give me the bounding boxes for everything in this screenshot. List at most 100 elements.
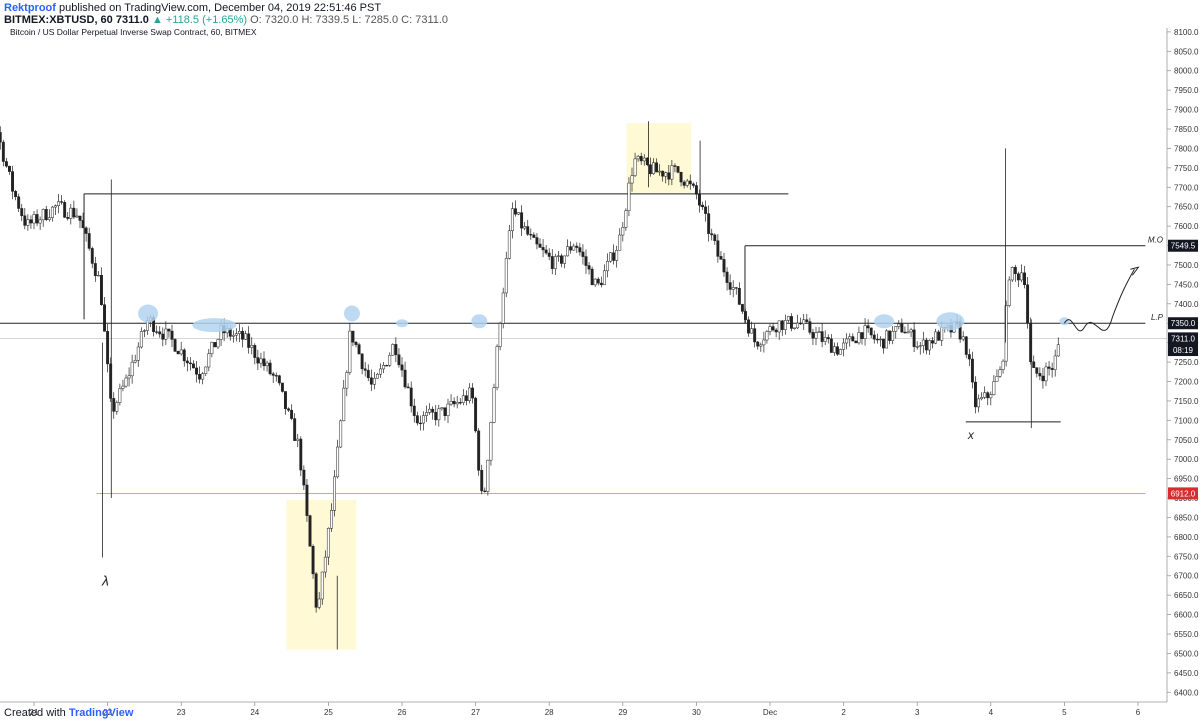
candle-body: [882, 338, 885, 349]
candle-body: [372, 377, 376, 385]
candle-body: [0, 132, 2, 143]
candle-body: [388, 355, 392, 366]
candle-body: [471, 387, 474, 399]
candle-body: [888, 330, 892, 341]
candle-body: [722, 259, 726, 273]
candle-body: [369, 377, 373, 385]
candle-body: [354, 341, 358, 345]
candle-body: [262, 358, 266, 367]
candle-body: [400, 364, 404, 371]
created-with-label: Created with: [4, 707, 66, 719]
candle-body: [41, 209, 45, 221]
candle-body: [1016, 273, 1020, 281]
candle-body: [664, 172, 668, 177]
candle-body: [1041, 375, 1045, 382]
candle-body: [139, 331, 143, 348]
candle-body: [305, 484, 309, 516]
candle-body: [158, 331, 162, 335]
candle-body: [875, 338, 879, 341]
candle-body: [241, 331, 244, 340]
price-tick-label: 6400.0: [1174, 688, 1199, 697]
candle-body: [78, 215, 82, 221]
candle-body: [980, 397, 984, 400]
candle-body: [1004, 305, 1008, 362]
candle-body: [535, 237, 539, 245]
candle-body: [1038, 373, 1042, 377]
candle-body: [238, 331, 241, 334]
candle-body: [38, 219, 42, 224]
candle-body: [437, 408, 441, 421]
candle-body: [363, 368, 367, 371]
candle-body: [66, 217, 70, 219]
candle-body: [351, 330, 355, 343]
candle-body: [320, 571, 324, 600]
candle-body: [569, 246, 573, 251]
candle-body: [207, 353, 211, 368]
candle-body: [909, 329, 913, 333]
price-tick-label: 7600.0: [1174, 222, 1199, 231]
candle-body: [47, 217, 51, 220]
candle-body: [118, 388, 122, 403]
candle-body: [940, 327, 944, 341]
candle-body: [790, 316, 793, 329]
price-tick-label: 7050.0: [1174, 436, 1199, 445]
candle-body: [195, 367, 198, 375]
candle-body: [529, 234, 533, 236]
price-tick-label: 6850.0: [1174, 513, 1199, 522]
candle-body: [639, 156, 643, 162]
candle-body: [915, 346, 919, 348]
candle-body: [461, 395, 465, 403]
author-link[interactable]: Rektproof: [4, 2, 56, 14]
candle-body: [1056, 344, 1060, 357]
highlight-zone: [626, 123, 692, 194]
candle-body: [590, 268, 594, 286]
time-tick-label: 4: [989, 708, 994, 717]
candle-body: [492, 387, 496, 423]
price-tick-label: 6600.0: [1174, 611, 1199, 620]
candle-body: [449, 400, 453, 405]
candle-body: [1050, 368, 1054, 370]
candle-body: [624, 210, 628, 228]
candle-body: [259, 358, 263, 364]
candle-body: [823, 337, 827, 342]
price-tick-label: 8050.0: [1174, 47, 1199, 56]
tradingview-logo-text[interactable]: TradingView: [68, 707, 134, 719]
price-tick-label: 6450.0: [1174, 669, 1199, 678]
candle-body: [869, 327, 873, 336]
candle-body: [75, 215, 79, 218]
candle-body: [894, 326, 898, 332]
candle-body: [330, 510, 333, 529]
candle-body: [860, 332, 864, 339]
price-tick-label: 7950.0: [1174, 86, 1199, 95]
candle-body: [1023, 272, 1026, 285]
time-tick-label: 24: [250, 708, 259, 717]
price-label-text: 6912.0: [1171, 489, 1196, 498]
candle-body: [808, 321, 812, 333]
candle-body: [676, 166, 680, 173]
candle-body: [234, 333, 238, 336]
candle-body: [805, 319, 809, 322]
candle-body: [504, 258, 508, 294]
candle-body: [802, 319, 806, 325]
price-tick-label: 7750.0: [1174, 164, 1199, 173]
candle-body: [627, 182, 631, 211]
candle-body: [311, 546, 315, 575]
price-tick-label: 7500.0: [1174, 261, 1199, 270]
candle-body: [342, 387, 346, 422]
candle-body: [878, 338, 882, 341]
candle-body: [701, 204, 704, 208]
candle-body: [848, 336, 852, 340]
candle-body: [1026, 284, 1030, 324]
candle-body: [11, 171, 14, 192]
time-tick-label: 3: [915, 708, 920, 717]
candle-body: [998, 369, 1002, 377]
candle-body: [820, 331, 824, 342]
price-label-box: [1168, 317, 1198, 330]
candle-body: [501, 292, 505, 324]
time-tick-label: 28: [545, 708, 554, 717]
candle-body: [314, 573, 318, 608]
chart-title: Bitcoin / US Dollar Perpetual Inverse Sw…: [10, 27, 257, 37]
candle-body: [106, 331, 110, 365]
candle-body: [130, 361, 134, 377]
